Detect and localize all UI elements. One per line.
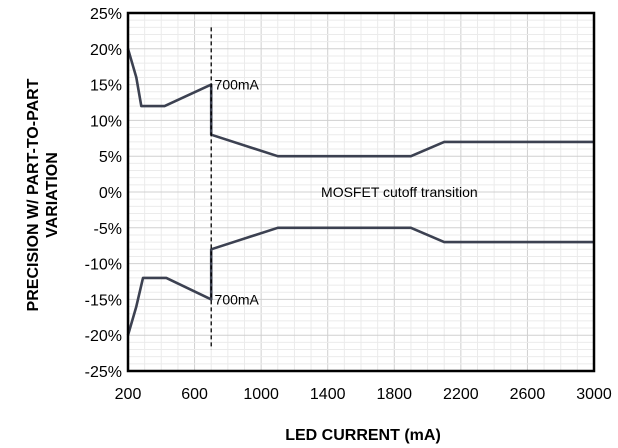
- x-axis-label: LED CURRENT (mA): [285, 427, 441, 444]
- y-tick-label: 25%: [90, 6, 122, 23]
- y-axis-label-line2: VARIATION: [44, 152, 61, 238]
- plot-frame: [126, 11, 596, 373]
- annotation-label: 700mA: [215, 291, 260, 307]
- chart-annotations: 700mA 700mA MOSFET cutoff transition: [215, 77, 478, 308]
- x-tick-label: 1800: [376, 386, 412, 403]
- y-tick-label: -10%: [85, 257, 122, 274]
- x-tick-label: 2600: [510, 386, 546, 403]
- y-axis-label-line1: PRECISION W/ PART-TO-PART: [25, 78, 42, 311]
- x-tick-label: 600: [181, 386, 208, 403]
- annotation-label: MOSFET cutoff transition: [321, 184, 478, 200]
- y-tick-label: -5%: [94, 221, 122, 238]
- x-tick-labels: 200 600 1000 1400 1800 2200 2600 3000: [115, 386, 612, 403]
- x-tick-label: 1400: [310, 386, 346, 403]
- y-tick-label: -20%: [85, 328, 122, 345]
- y-tick-label: 0%: [99, 185, 122, 202]
- x-tick-label: 2200: [443, 386, 479, 403]
- annotation-label: 700mA: [215, 77, 260, 93]
- y-tick-labels: 25% 20% 15% 10% 5% 0% -5% -10% -15% -20% -25%: [85, 6, 122, 381]
- x-tick-label: 200: [115, 386, 142, 403]
- y-tick-label: -15%: [85, 292, 122, 309]
- y-tick-label: 20%: [90, 42, 122, 59]
- y-tick-label: 15%: [90, 78, 122, 95]
- y-tick-label: 5%: [99, 149, 122, 166]
- y-tick-label: -25%: [85, 364, 122, 381]
- y-tick-label: 10%: [90, 113, 122, 130]
- x-tick-label: 1000: [243, 386, 279, 403]
- upper-precision-line: [126, 48, 594, 158]
- x-tick-label: 3000: [576, 386, 612, 403]
